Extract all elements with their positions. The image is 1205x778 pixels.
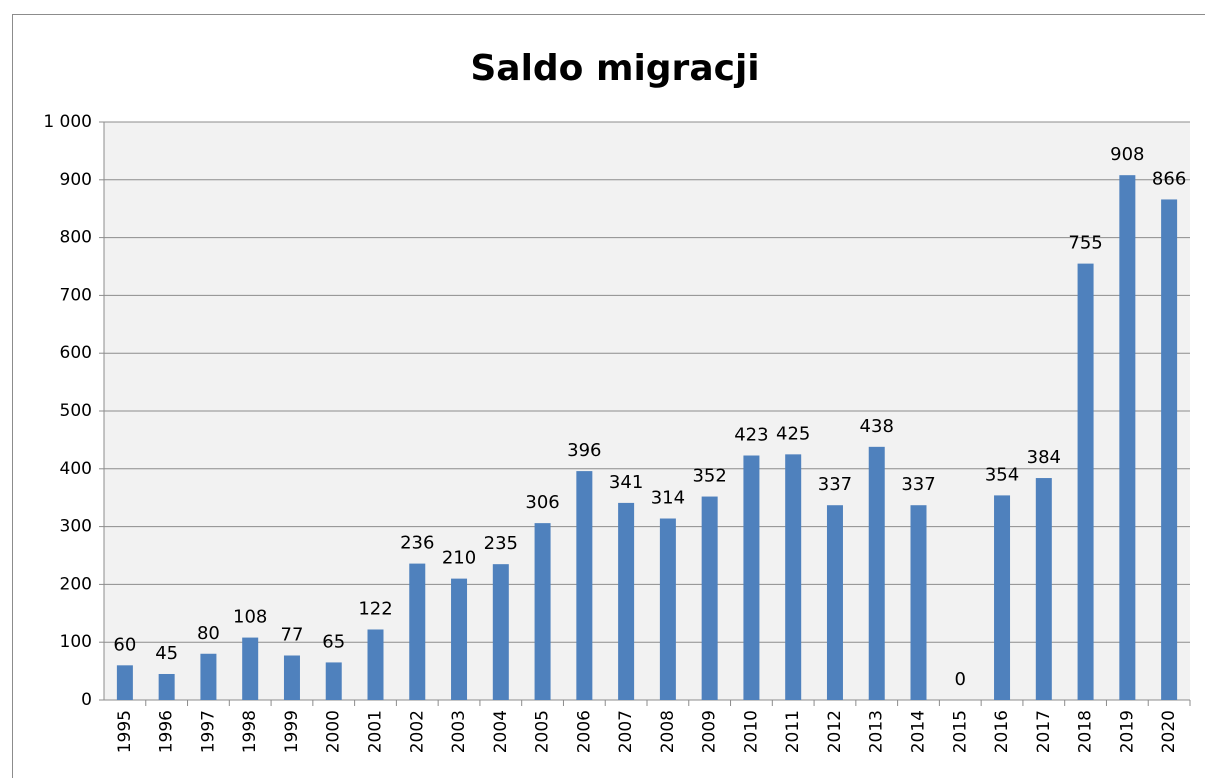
data-label: 396: [567, 440, 601, 461]
data-label: 314: [651, 488, 685, 509]
bar: [743, 455, 760, 700]
x-tick-label: 2002: [407, 710, 427, 753]
bar: [492, 564, 509, 700]
data-label: 60: [113, 634, 136, 655]
bar: [367, 629, 384, 700]
data-label: 80: [197, 623, 220, 644]
y-tick-label: 900: [60, 170, 92, 190]
x-tick-label: 2005: [533, 710, 553, 753]
x-tick-label: 2016: [992, 710, 1012, 753]
data-label: 341: [609, 472, 643, 493]
y-tick-label: 200: [60, 574, 92, 594]
bar: [1161, 199, 1178, 700]
data-label: 384: [1027, 447, 1061, 468]
y-tick-label: 400: [60, 459, 92, 479]
data-label: 354: [985, 464, 1019, 485]
data-label: 45: [155, 643, 178, 664]
bar: [283, 655, 300, 700]
bar: [1035, 478, 1052, 700]
y-tick-label: 0: [81, 690, 92, 710]
y-tick-label: 600: [60, 343, 92, 363]
x-tick-label: 2008: [658, 710, 678, 753]
bar: [576, 471, 593, 700]
bar: [826, 505, 843, 700]
data-label: 337: [818, 474, 852, 495]
data-label: 77: [281, 624, 304, 645]
data-label: 755: [1068, 233, 1102, 254]
bar: [451, 578, 468, 700]
x-tick-label: 1999: [282, 710, 302, 753]
x-tick-label: 2014: [909, 710, 929, 753]
x-tick-label: 1995: [115, 710, 135, 753]
x-tick-label: 2009: [700, 710, 720, 753]
x-tick-label: 2007: [616, 710, 636, 753]
x-tick-label: 2017: [1034, 710, 1054, 753]
y-tick-label: 700: [60, 285, 92, 305]
data-label: 210: [442, 548, 476, 569]
bar: [158, 673, 175, 700]
x-tick-label: 2003: [449, 710, 469, 753]
x-tick-label: 2010: [741, 710, 761, 753]
bar: [200, 653, 217, 700]
bar: [242, 637, 259, 700]
bar: [409, 563, 426, 700]
data-label: 122: [358, 598, 392, 619]
bar: [994, 495, 1011, 700]
data-label: 425: [776, 423, 810, 444]
x-tick-label: 1998: [240, 710, 260, 753]
data-label: 306: [525, 492, 559, 513]
data-label: 235: [484, 533, 518, 554]
x-tick-label: 2018: [1076, 710, 1096, 753]
x-tick-label: 2000: [324, 710, 344, 753]
bar: [659, 518, 676, 700]
bar: [116, 665, 133, 700]
data-label: 65: [322, 631, 345, 652]
data-label: 0: [955, 669, 966, 690]
y-tick-label: 300: [60, 517, 92, 537]
y-tick-label: 500: [60, 401, 92, 421]
x-tick-label: 2013: [867, 710, 887, 753]
data-label: 352: [692, 466, 726, 487]
bar: [910, 505, 927, 700]
data-label: 236: [400, 533, 434, 554]
x-tick-label: 2006: [574, 710, 594, 753]
bar: [534, 523, 551, 700]
data-label: 423: [734, 425, 768, 446]
bar: [785, 454, 802, 700]
bar: [701, 496, 718, 700]
x-tick-label: 1997: [198, 710, 218, 753]
y-tick-label: 100: [60, 632, 92, 652]
x-tick-label: 2012: [825, 710, 845, 753]
x-tick-label: 1996: [157, 710, 177, 753]
bar: [325, 662, 342, 700]
bar: [618, 502, 635, 700]
data-label: 108: [233, 607, 267, 628]
y-tick-label: 1 000: [43, 112, 92, 132]
x-tick-label: 2015: [950, 710, 970, 753]
bar: [1119, 175, 1136, 700]
y-tick-label: 800: [60, 228, 92, 248]
chart-title: Saldo migracji: [470, 48, 759, 89]
x-tick-label: 2011: [783, 710, 803, 753]
x-tick-label: 2019: [1117, 710, 1137, 753]
x-tick-label: 2004: [491, 710, 511, 753]
data-label: 866: [1152, 168, 1186, 189]
data-label: 337: [901, 474, 935, 495]
data-label: 438: [860, 416, 894, 437]
data-label: 908: [1110, 144, 1144, 165]
bar: [868, 446, 885, 700]
x-tick-label: 2020: [1159, 710, 1179, 753]
bar: [1077, 263, 1094, 700]
x-tick-label: 2001: [366, 710, 386, 753]
